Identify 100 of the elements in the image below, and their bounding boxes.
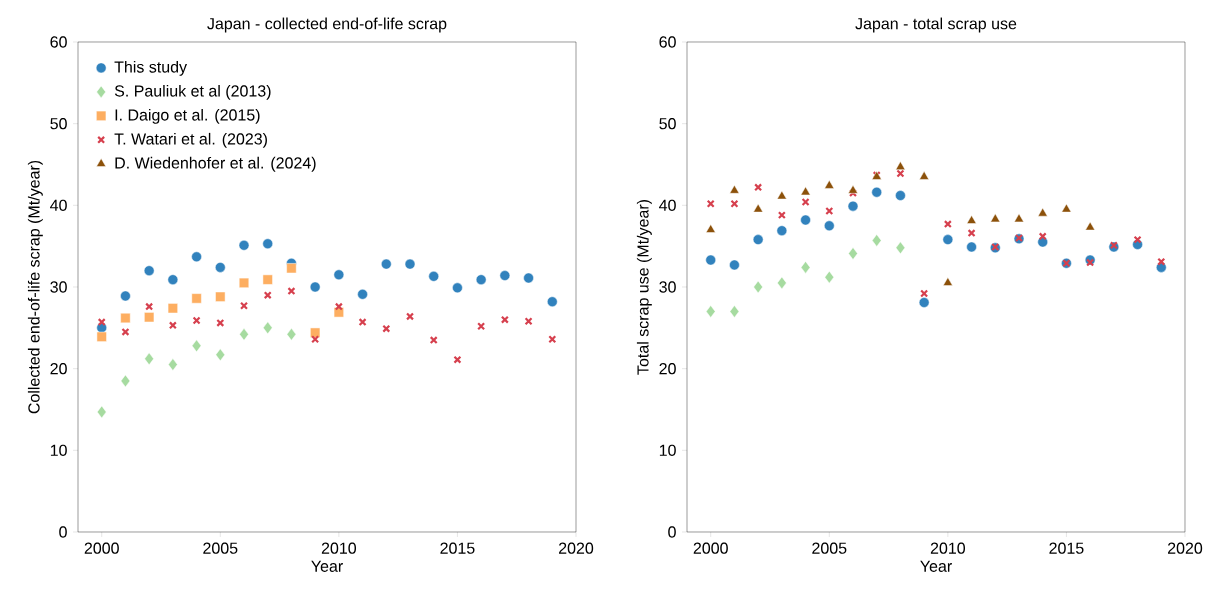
point <box>705 224 716 233</box>
point <box>705 254 716 266</box>
point <box>918 297 930 308</box>
point <box>895 161 906 170</box>
legend-label: This study <box>114 60 188 76</box>
y-tick-label: 0 <box>59 526 67 538</box>
point <box>358 318 367 327</box>
y-tick-label: 50 <box>50 118 67 130</box>
x-tick-label: 2015 <box>1049 542 1084 554</box>
y-tick-label: 50 <box>659 118 676 130</box>
point <box>309 281 321 293</box>
point <box>428 271 439 282</box>
point <box>800 186 811 196</box>
point <box>1061 203 1072 213</box>
point <box>753 203 764 213</box>
point <box>168 358 178 371</box>
point <box>144 312 155 323</box>
x-tick-label: 2020 <box>1168 542 1203 554</box>
point <box>824 270 835 284</box>
y-tick-label: 10 <box>659 444 676 456</box>
point <box>167 274 179 285</box>
point <box>966 215 977 224</box>
point <box>262 321 273 335</box>
point <box>729 184 740 194</box>
y-tick-label: 0 <box>668 526 676 538</box>
point <box>824 220 835 231</box>
point <box>847 200 859 212</box>
point <box>548 335 557 344</box>
point <box>729 259 740 271</box>
point <box>824 180 835 189</box>
point <box>967 229 976 238</box>
y-axis-title: Collected end-of-life scrap (Mt/year) <box>27 160 43 414</box>
point <box>800 261 811 274</box>
y-tick-label: 20 <box>659 363 676 375</box>
y-tick-label: 10 <box>50 444 67 456</box>
point <box>452 282 463 294</box>
point <box>120 312 131 324</box>
point <box>499 270 511 281</box>
chart-title: Japan - collected end-of-life scrap <box>207 17 447 33</box>
point <box>310 327 321 338</box>
point <box>895 241 906 255</box>
y-tick-label: 30 <box>659 281 676 293</box>
chart-title: Japan - total scrap use <box>855 17 1017 33</box>
point <box>776 190 787 200</box>
point <box>215 291 226 302</box>
point <box>801 197 810 207</box>
x-tick-label: 2010 <box>930 542 966 554</box>
point <box>191 293 202 304</box>
x-tick-label: 2000 <box>693 542 728 554</box>
point <box>753 280 763 294</box>
point <box>96 405 107 419</box>
x-tick-label: 2005 <box>203 542 238 554</box>
x-tick-label: 2010 <box>321 542 357 554</box>
x-tick-label: 2000 <box>84 542 119 554</box>
point <box>990 213 1001 223</box>
x-tick-label: 2005 <box>812 542 847 554</box>
x-tick-label: 2015 <box>440 542 475 554</box>
point <box>191 251 202 263</box>
point <box>547 296 558 307</box>
y-tick-label: 60 <box>659 36 676 48</box>
y-tick-label: 40 <box>50 199 67 211</box>
point <box>1037 207 1048 217</box>
point <box>475 274 487 285</box>
point <box>262 274 273 285</box>
point <box>1085 221 1096 231</box>
y-tick-label: 30 <box>50 281 67 293</box>
point <box>287 287 296 296</box>
point <box>754 183 763 192</box>
point <box>238 240 250 251</box>
point <box>752 234 764 245</box>
point <box>215 262 226 273</box>
x-axis-title: Year <box>311 560 343 572</box>
y-tick-label: 60 <box>50 36 67 48</box>
point <box>238 277 250 288</box>
point <box>871 234 882 247</box>
point <box>333 269 345 280</box>
point <box>121 327 130 336</box>
legend-label: D. Wiedenhofer et al. (2024) <box>115 156 316 172</box>
point <box>871 187 882 198</box>
point <box>286 328 297 341</box>
x-tick-label: 2020 <box>559 542 594 554</box>
point <box>523 272 534 284</box>
y-tick-label: 20 <box>50 363 67 375</box>
point <box>239 328 249 341</box>
point <box>357 289 368 300</box>
legend-label: T. Watari et al. (2023) <box>114 132 267 148</box>
point <box>500 315 509 324</box>
point <box>777 276 787 290</box>
x-axis-title: Year <box>920 560 952 572</box>
point <box>143 265 155 276</box>
point <box>215 348 226 362</box>
point <box>167 303 178 314</box>
point <box>848 184 858 194</box>
legend-label: I. Daigo et al. (2015) <box>115 108 260 124</box>
y-axis-title: Total scrap use (Mt/year) <box>636 199 652 375</box>
point <box>381 258 392 270</box>
point <box>168 321 177 330</box>
point <box>1014 213 1024 223</box>
point <box>96 331 107 342</box>
point <box>966 241 977 253</box>
